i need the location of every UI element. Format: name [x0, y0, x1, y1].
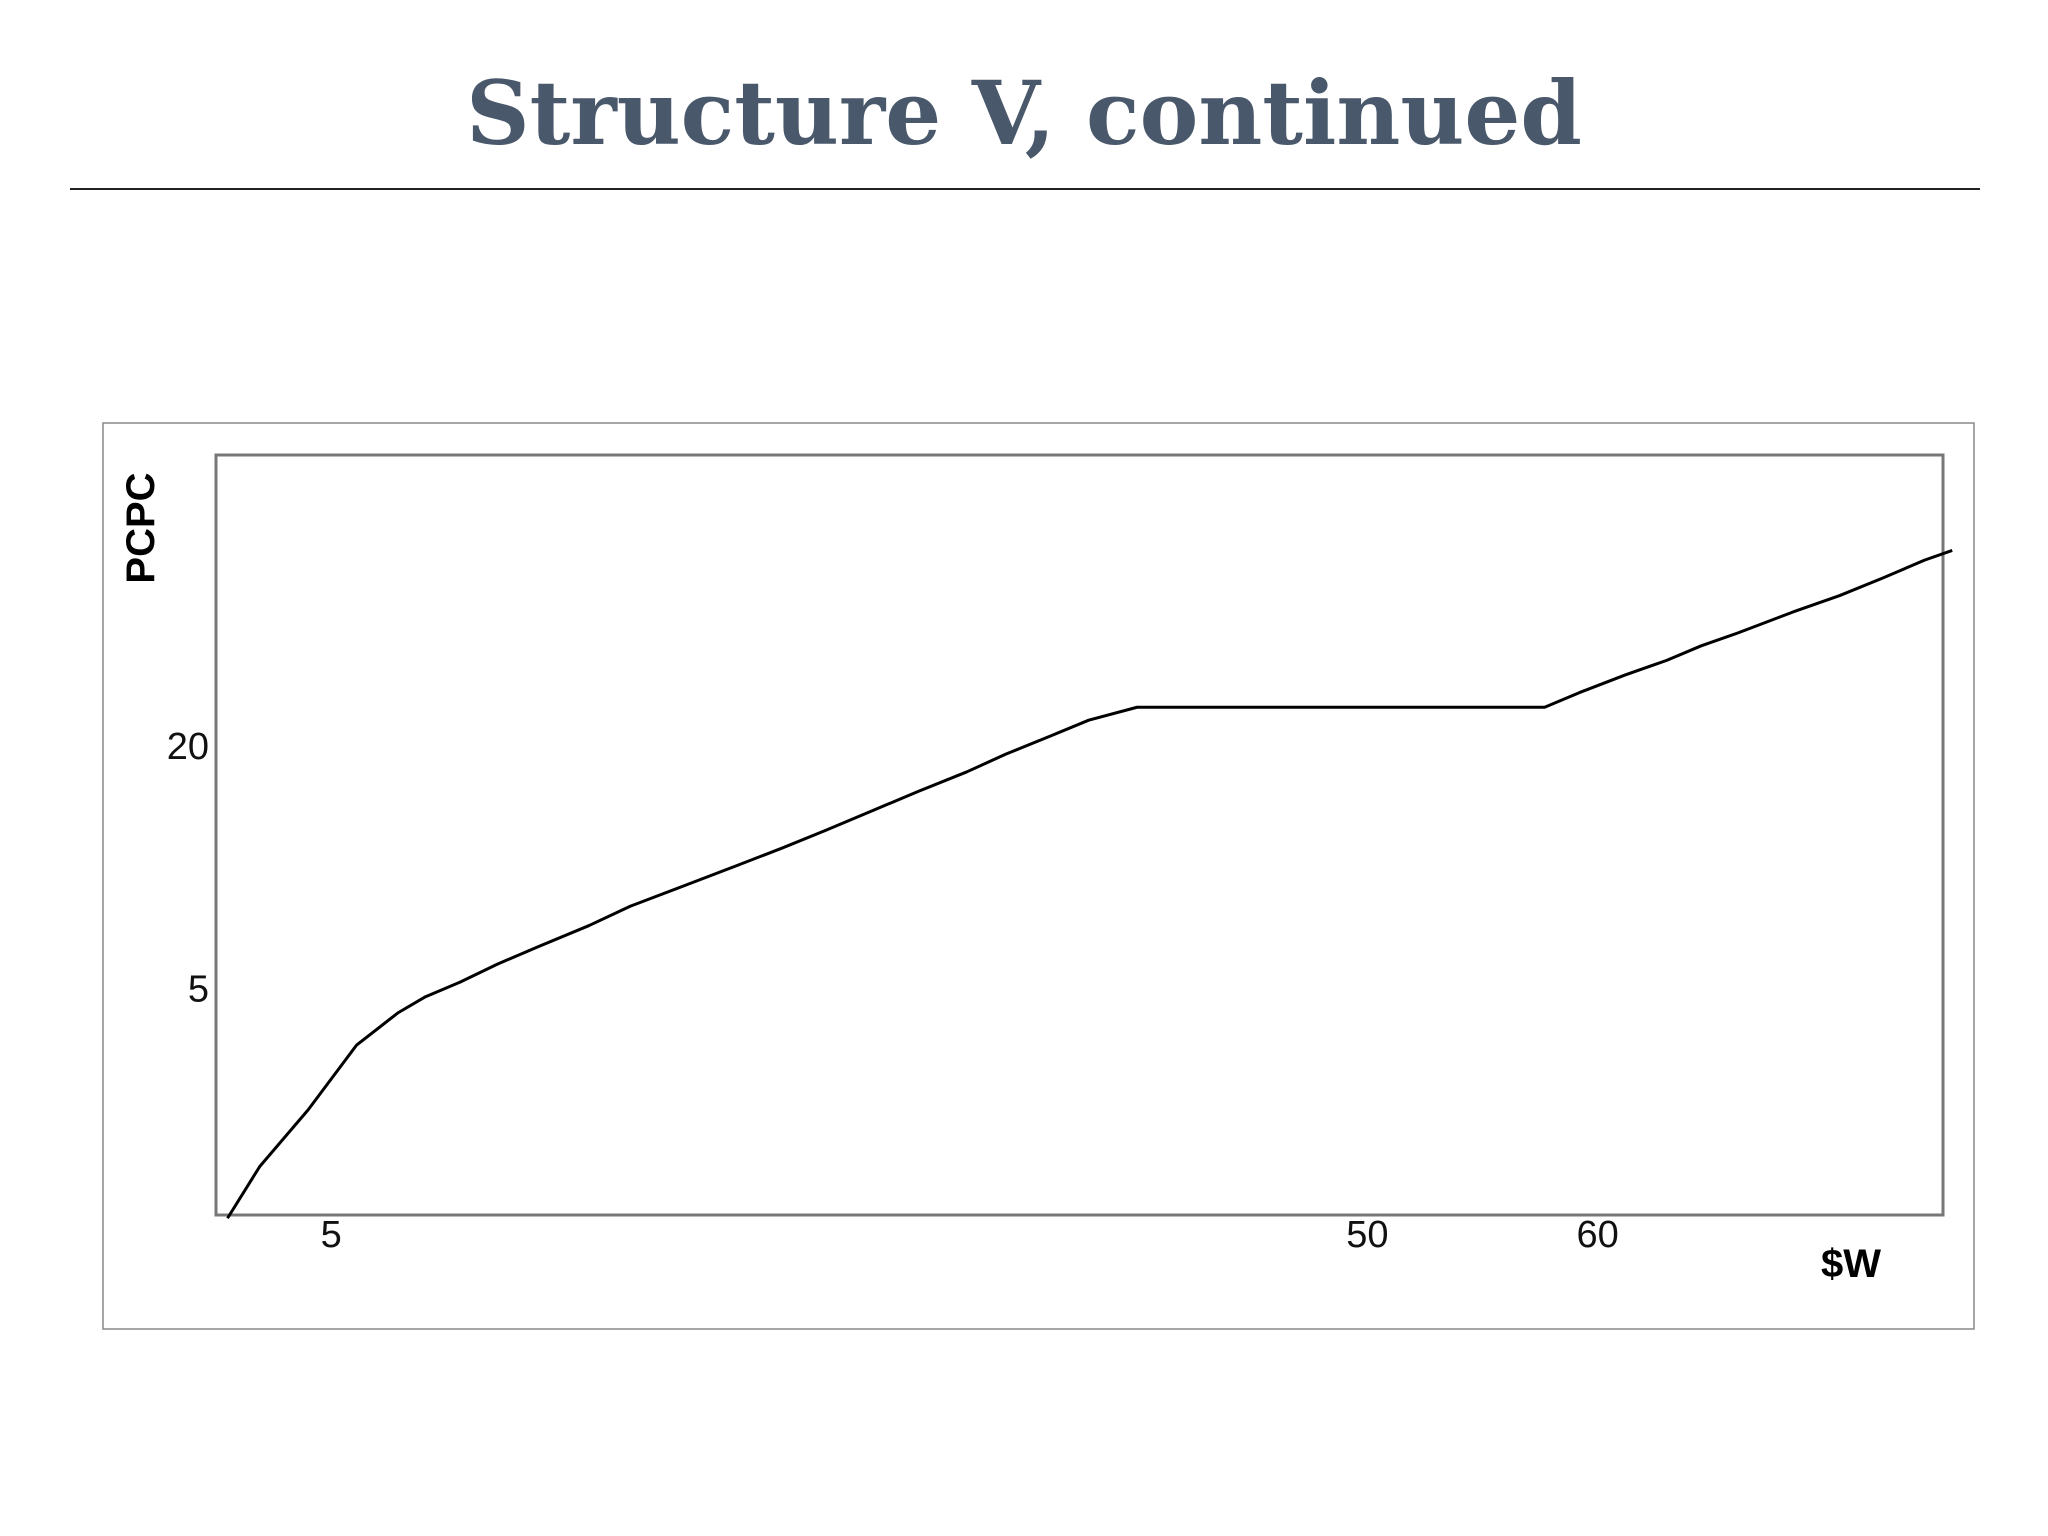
y-axis-ticks: 5 20 — [167, 726, 209, 1011]
series-layer — [226, 548, 1953, 1220]
y-tick-label: 20 — [167, 726, 209, 768]
x-tick-label: 60 — [1576, 1214, 1618, 1256]
x-tick-label: 50 — [1346, 1214, 1388, 1256]
x-axis-title: $W — [1821, 1242, 1881, 1286]
y-tick-label: 5 — [188, 969, 209, 1011]
x-tick-label: 5 — [321, 1214, 342, 1256]
title-divider — [70, 188, 1980, 190]
y-axis-title: PCPC — [119, 472, 163, 583]
series-line — [226, 548, 1953, 1220]
plot-area — [214, 453, 1945, 1217]
x-axis-ticks: 5 50 60 — [321, 1214, 1619, 1256]
page-title: Structure V, continued — [466, 61, 1582, 165]
